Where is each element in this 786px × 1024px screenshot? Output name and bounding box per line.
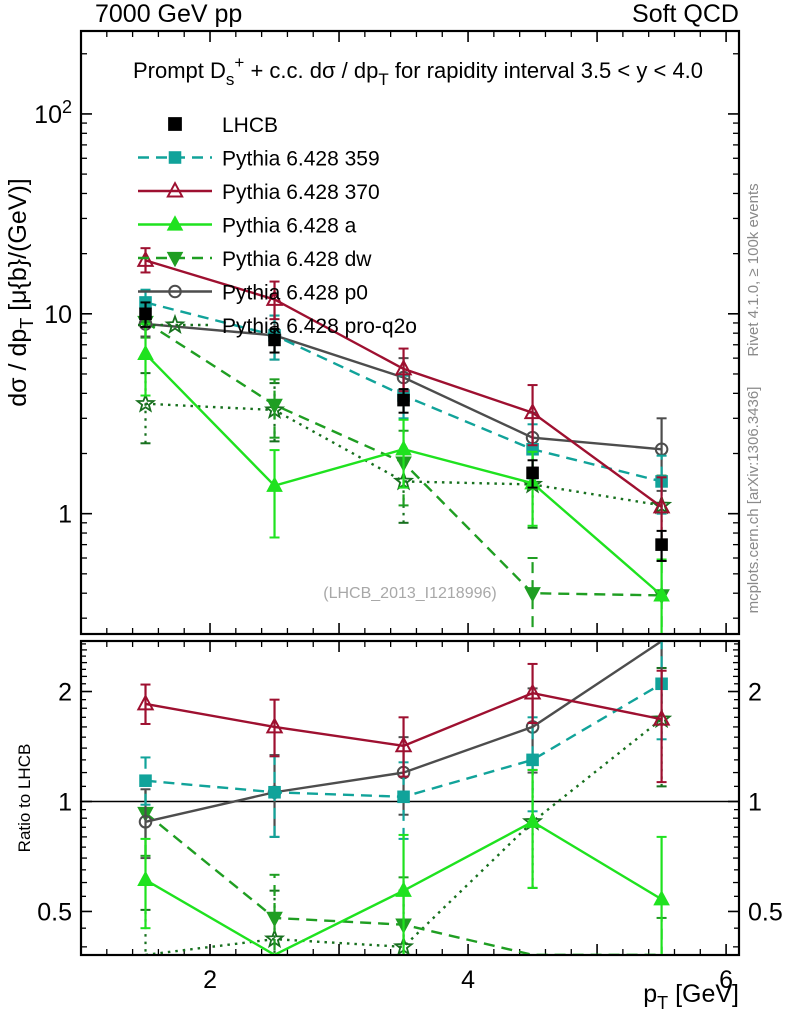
main-y-axis-title: dσ / dpT [μ{b}/(GeV)]	[4, 178, 37, 406]
legend-label: LHCB	[222, 114, 278, 137]
x-tick-label: 2	[203, 966, 217, 994]
data-marker-triangle-up-filled	[266, 476, 283, 492]
main-panel-frame	[79, 29, 741, 636]
side-label-rivet: Rivet 4.1.0, ≥ 100k events	[745, 183, 762, 356]
side-label-mcplots: mcplots.cern.ch [arXiv:1306.3436]	[745, 387, 762, 614]
data-marker-square-filled	[397, 393, 410, 407]
ratio-y-axis-title: Ratio to LHCB	[15, 744, 34, 853]
legend-label: Pythia 6.428 359	[222, 148, 380, 171]
legend-item-p370[interactable]: Pythia 6.428 370	[138, 181, 380, 204]
svg-text:dσ / dpT [μ{b}/(GeV)]: dσ / dpT [μ{b}/(GeV)]	[4, 178, 37, 406]
ratio-y-tick-label-left: 2	[58, 679, 72, 707]
data-marker-square-filled	[268, 333, 281, 347]
data-marker-triangle-up-open	[394, 358, 413, 376]
main-x-axis-ticks	[80, 31, 727, 634]
legend-item-pa[interactable]: Pythia 6.428 a	[138, 215, 357, 238]
legend-item-p359[interactable]: Pythia 6.428 359	[138, 148, 380, 171]
data-marker-star-open	[134, 392, 157, 413]
data-marker-triangle-up-filled	[524, 812, 541, 828]
data-marker-star-open	[164, 313, 186, 334]
series-lhcb-main	[139, 301, 668, 562]
ratio-x-axis-ticks	[80, 641, 727, 955]
legend-label: Pythia 6.428 dw	[222, 248, 372, 271]
data-marker-triangle-down-filled	[266, 911, 283, 928]
ratio-y-tick-label-right: 2	[748, 679, 762, 707]
dataset-watermark: (LHCB_2013_I1218996)	[323, 585, 496, 602]
legend: LHCB Pythia 6.428 359 Pythia 6.428 370 Pyth…	[138, 114, 417, 338]
svg-text:Prompt Ds+ + c.c. dσ / dpT fo: Prompt Ds+ + c.c. dσ / dpT for rapidity …	[133, 53, 703, 89]
data-marker-triangle-up-filled	[137, 344, 154, 361]
legend-label: Pythia 6.428 pro-q2o	[222, 315, 417, 338]
data-marker-triangle-up-open	[265, 716, 284, 734]
legend-item-lhcb[interactable]: LHCB	[168, 114, 278, 137]
data-marker-triangle-up-filled	[395, 439, 412, 456]
main-y-tick-label: 10	[44, 301, 72, 329]
data-marker-square-filled	[168, 117, 182, 131]
data-marker-square-filled	[139, 774, 152, 787]
data-marker-triangle-up-filled	[653, 889, 670, 906]
svg-text:Ratio to LHCB: Ratio to LHCB	[15, 744, 34, 853]
data-marker-triangle-down-filled	[266, 398, 283, 415]
data-marker-circle-open	[168, 284, 182, 299]
data-marker-triangle-down-filled	[166, 251, 184, 268]
x-tick-label: 6	[719, 966, 733, 994]
series-p370-main	[136, 247, 671, 546]
ratio-y-axis-ticks	[81, 643, 739, 948]
data-marker-triangle-down-filled	[524, 587, 541, 603]
data-marker-triangle-up-open	[652, 497, 671, 514]
data-marker-triangle-up-open	[166, 181, 184, 198]
ratio-panel-frame	[79, 639, 741, 957]
data-marker-triangle-up-open	[394, 735, 413, 753]
series-pa-ratio	[137, 768, 670, 954]
data-marker-square-filled	[268, 785, 281, 799]
data-marker-square-filled	[139, 307, 152, 321]
legend-label: Pythia 6.428 p0	[222, 282, 368, 305]
legend-label: Pythia 6.428 a	[222, 215, 357, 238]
data-marker-triangle-up-filled	[395, 881, 412, 897]
data-marker-square-filled	[526, 753, 539, 767]
ratio-y-tick-label-left: 0.5	[37, 898, 72, 926]
x-tick-label: 4	[461, 966, 475, 994]
data-marker-triangle-up-filled	[166, 215, 184, 231]
data-marker-triangle-up-filled	[653, 586, 670, 602]
data-marker-triangle-up-open	[652, 709, 671, 726]
ratio-y-tick-label-left: 1	[58, 788, 72, 816]
main-y-tick-label: 1	[58, 501, 72, 529]
svg-text:pT [GeV]: pT [GeV]	[643, 980, 739, 1013]
data-marker-triangle-up-open	[265, 289, 284, 306]
legend-item-pp0[interactable]: Pythia 6.428 p0	[138, 282, 368, 305]
header-right: Soft QCD	[632, 0, 739, 28]
ratio-y-tick-label-right: 1	[748, 788, 762, 816]
data-marker-circle-open	[138, 814, 153, 829]
series-p370-ratio	[136, 662, 671, 784]
data-marker-triangle-up-filled	[137, 870, 154, 887]
main-y-axis-ticks	[81, 53, 739, 619]
main-y-tick-label: 102	[34, 97, 72, 129]
data-marker-triangle-up-open	[523, 683, 542, 700]
legend-label: Pythia 6.428 370	[222, 181, 380, 204]
data-marker-square-filled	[397, 790, 410, 804]
data-marker-triangle-up-open	[136, 693, 155, 711]
data-marker-square-filled	[526, 466, 539, 480]
x-axis-title: pT [GeV]	[643, 980, 739, 1013]
data-marker-triangle-up-open	[523, 402, 542, 420]
data-marker-square-filled	[655, 538, 668, 551]
legend-item-pq2o[interactable]: Pythia 6.428 pro-q2o	[138, 313, 417, 338]
data-marker-square-filled	[168, 151, 182, 164]
header-left: 7000 GeV pp	[95, 0, 242, 28]
ratio-y-tick-label-right: 0.5	[748, 898, 783, 926]
legend-item-pdw[interactable]: Pythia 6.428 dw	[138, 248, 372, 271]
page-title: Prompt Ds+ + c.c. dσ / dpT for rapidity …	[133, 53, 703, 89]
data-marker-triangle-up-open	[136, 250, 155, 267]
